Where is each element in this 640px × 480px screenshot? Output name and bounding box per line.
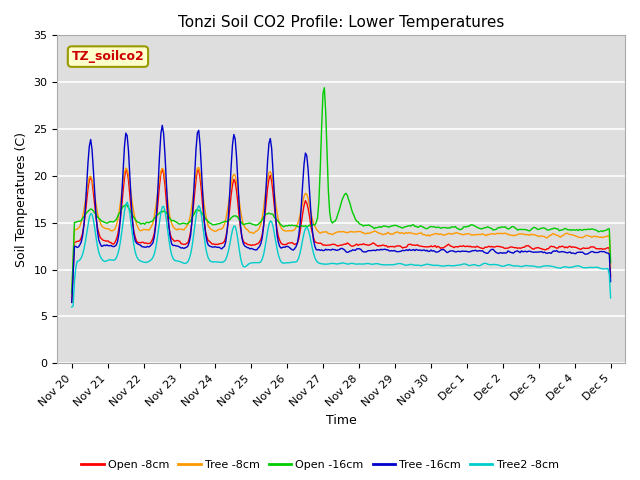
Title: Tonzi Soil CO2 Profile: Lower Temperatures: Tonzi Soil CO2 Profile: Lower Temperatur… xyxy=(178,15,504,30)
Legend: Open -8cm, Tree -8cm, Open -16cm, Tree -16cm, Tree2 -8cm: Open -8cm, Tree -8cm, Open -16cm, Tree -… xyxy=(77,456,563,474)
Y-axis label: Soil Temperatures (C): Soil Temperatures (C) xyxy=(15,132,28,267)
X-axis label: Time: Time xyxy=(326,414,356,427)
Text: TZ_soilco2: TZ_soilco2 xyxy=(72,50,145,63)
